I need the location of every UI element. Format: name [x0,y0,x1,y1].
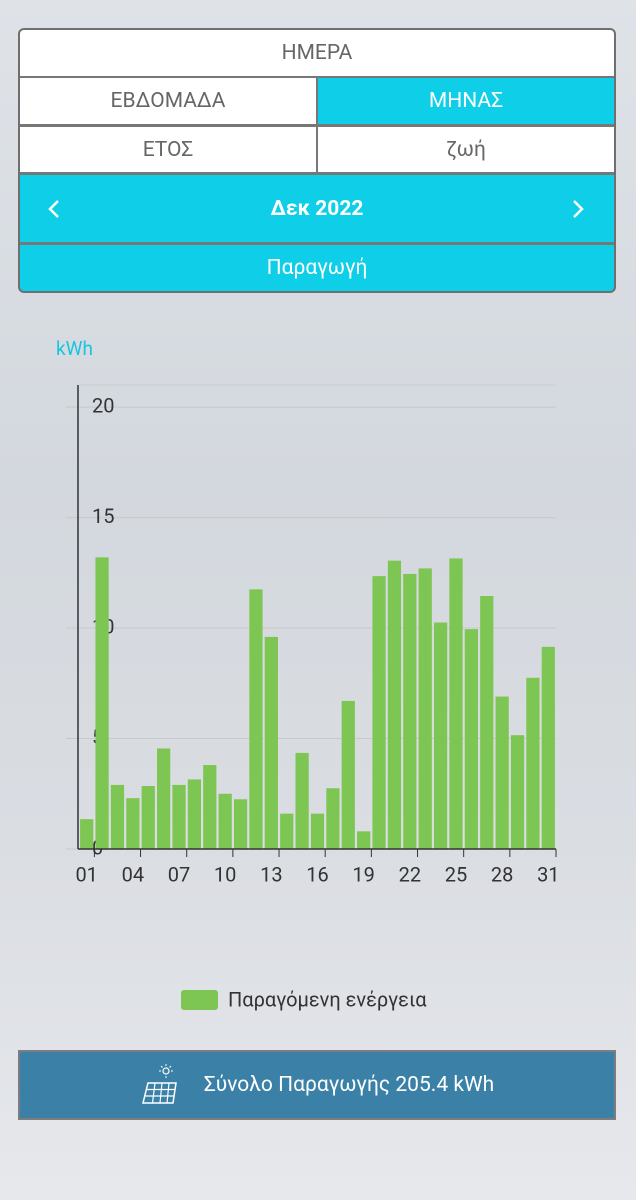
bar [264,636,278,849]
total-text: Σύνολο Παραγωγής 205.4 kWh [203,1073,495,1097]
selector-card: ΗΜΕΡΑ ΕΒΔΟΜΑΔΑ ΜΗΝΑΣ ΕΤΟΣ ζωή Δεκ 2022 Π… [18,28,616,293]
chart: kWh 051015200104071013161922252831 [56,337,560,886]
bar [310,813,325,849]
bar [464,629,478,849]
bar [510,735,525,849]
x-tick-label: 22 [399,862,421,886]
bar [157,748,171,849]
prev-arrow[interactable] [46,198,62,220]
bar [403,573,417,849]
bar [326,788,340,849]
bar [480,596,494,849]
bar [295,752,309,849]
view-label[interactable]: Παραγωγή [20,245,614,291]
bar [218,793,232,849]
bar [233,799,248,849]
total-bar: Σύνολο Παραγωγής 205.4 kWh [18,1050,616,1120]
next-arrow[interactable] [570,198,586,220]
x-tick-label: 16 [306,862,328,886]
bar [357,831,371,849]
y-axis-label: kWh [56,337,93,360]
bar [387,560,402,849]
tab-life[interactable]: ζωή [318,127,614,172]
tab-year[interactable]: ΕΤΟΣ [20,127,316,172]
period: Δεκ 2022 [20,175,614,242]
x-tick-label: 19 [352,862,374,886]
bar [280,813,294,849]
x-tick-label: 13 [260,862,282,886]
bar [341,700,355,849]
bar [433,622,448,849]
x-tick-label: 31 [537,862,559,886]
legend-label: Παραγόμενη ενέργεια [228,988,427,1011]
tab-month[interactable]: ΜΗΝΑΣ [318,78,614,124]
x-tick-label: 25 [445,862,467,886]
legend-swatch [181,990,218,1010]
bar [172,784,186,849]
bar [495,696,509,849]
bar [95,557,109,849]
bar [541,646,555,849]
bar [249,589,263,849]
bar [110,784,125,849]
bar [126,798,140,849]
y-tick-label: 20 [92,393,114,417]
tab-day[interactable]: ΗΜΕΡΑ [20,30,614,76]
bar [203,765,217,849]
bar [418,568,432,849]
x-tick-label: 10 [214,862,236,886]
legend: Παραγόμενη ενέργεια [181,988,427,1011]
bar [449,558,463,849]
x-tick-label: 07 [168,862,190,886]
x-tick-label: 01 [75,862,97,886]
y-tick-label: 15 [92,504,114,528]
bar [141,786,155,849]
bar [187,779,202,849]
bar [80,819,94,849]
x-tick-label: 28 [491,862,513,886]
bar [372,576,386,849]
solar-icon [141,1064,177,1104]
x-tick-label: 04 [122,862,144,886]
tab-week[interactable]: ΕΒΔΟΜΑΔΑ [20,78,316,124]
bar [526,677,540,849]
